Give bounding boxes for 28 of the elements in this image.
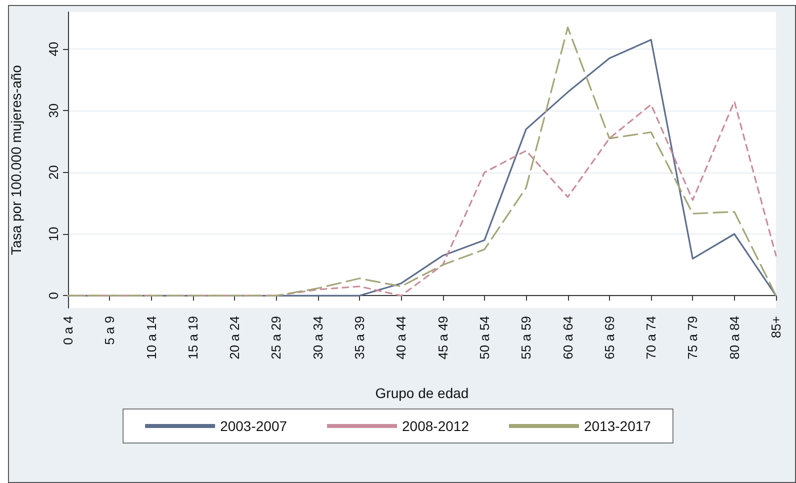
x-tick-label: 35 a 39 — [352, 316, 368, 360]
x-tick-label: 45 a 49 — [435, 316, 450, 360]
y-tick-label: 0 — [46, 292, 61, 300]
x-tick-label: 80 a 84 — [726, 316, 742, 360]
x-tick-label: 60 a 64 — [560, 316, 576, 360]
x-tick-label: 70 a 74 — [644, 316, 659, 360]
x-tick-label: 5 a 9 — [102, 316, 118, 345]
x-tick-label: 50 a 54 — [476, 316, 492, 360]
x-tick-label: 75 a 79 — [685, 316, 700, 360]
x-tick-label: 65 a 69 — [602, 316, 617, 360]
x-tick-label: 0 a 4 — [60, 316, 76, 345]
y-tick-label: 10 — [46, 226, 61, 242]
legend-label: 2003-2007 — [220, 418, 288, 434]
y-tick-label: 40 — [46, 42, 61, 56]
x-axis-title: Grupo de edad — [375, 385, 469, 401]
x-tick-label: 55 a 59 — [518, 316, 534, 360]
x-tick-label: 25 a 29 — [268, 316, 284, 360]
y-tick-label: 20 — [46, 165, 61, 180]
x-tick-label: 15 a 19 — [185, 316, 200, 360]
x-tick-label: 85+ — [768, 316, 784, 338]
legend-label: 2013-2017 — [584, 418, 652, 434]
x-tick-label: 30 a 34 — [310, 316, 326, 360]
x-tick-label: 10 a 14 — [144, 316, 159, 360]
legend-label: 2008-2012 — [402, 418, 470, 434]
x-tick-label: 20 a 24 — [227, 316, 242, 360]
y-axis-title: Tasa por 100.000 mujeres-año — [8, 64, 24, 255]
x-tick-label: 40 a 44 — [394, 316, 409, 360]
y-tick-label: 30 — [46, 103, 61, 118]
